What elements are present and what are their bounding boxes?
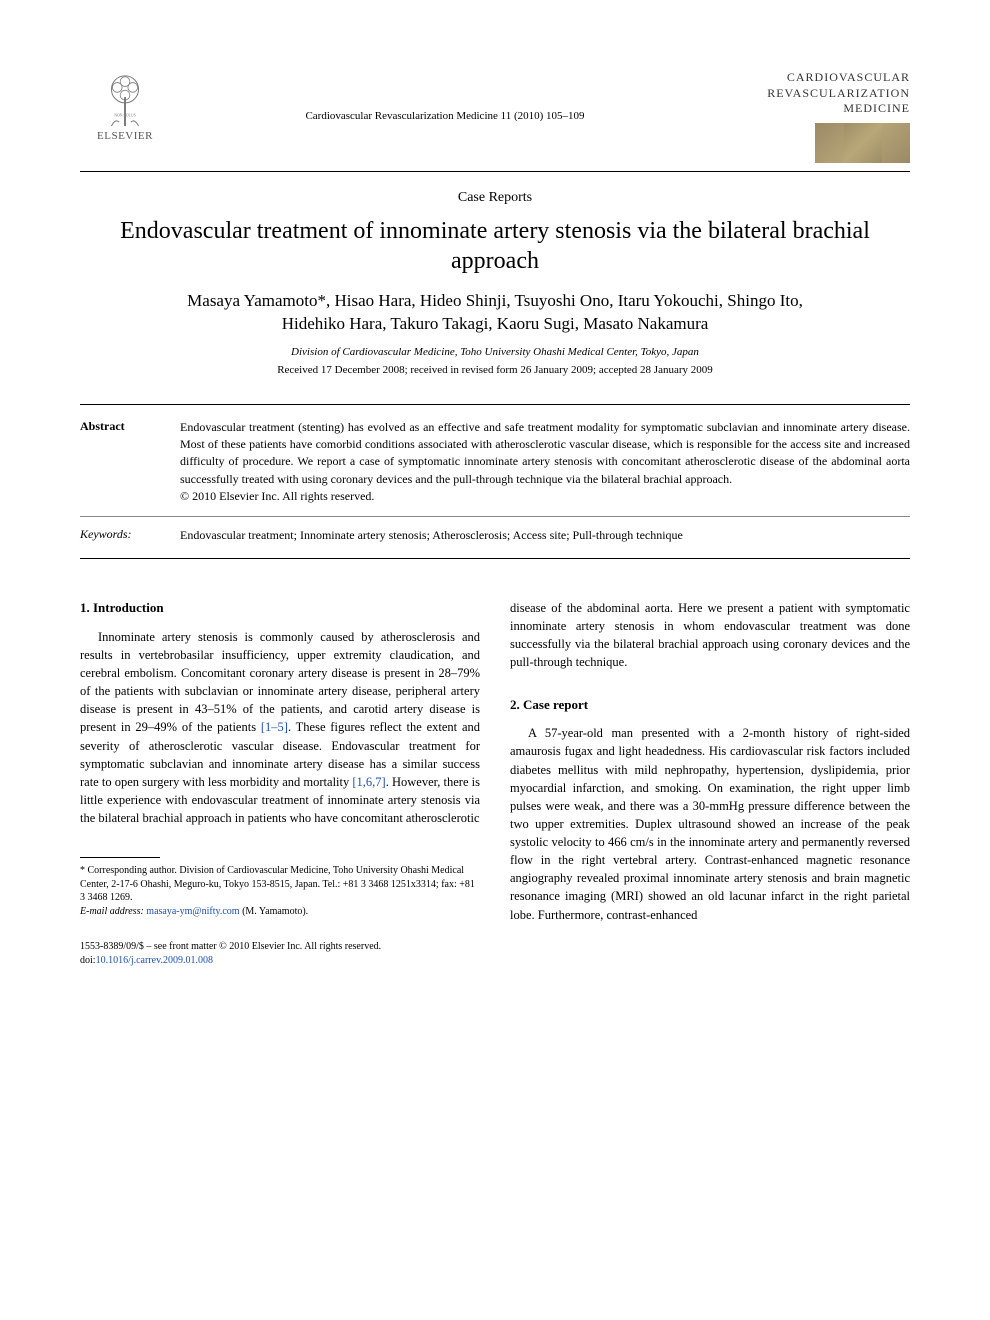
case-report-paragraph: A 57-year-old man presented with a 2-mon… bbox=[510, 724, 910, 923]
email-suffix: (M. Yamamoto). bbox=[240, 906, 309, 917]
body-columns: 1. Introduction Innominate artery stenos… bbox=[80, 599, 910, 967]
introduction-heading: 1. Introduction bbox=[80, 599, 480, 618]
abstract-copyright: © 2010 Elsevier Inc. All rights reserved… bbox=[180, 489, 374, 503]
page-header: NON SOLUS ELSEVIER Cardiovascular Revasc… bbox=[80, 70, 910, 163]
journal-badge-line2: REVASCULARIZATION bbox=[720, 86, 910, 102]
keywords-text: Endovascular treatment; Innominate arter… bbox=[180, 527, 683, 544]
footer-meta: 1553-8389/09/$ – see front matter © 2010… bbox=[80, 940, 480, 967]
journal-badge: CARDIOVASCULAR REVASCULARIZATION MEDICIN… bbox=[720, 70, 910, 163]
left-column: 1. Introduction Innominate artery stenos… bbox=[80, 599, 480, 967]
corresponding-author-footnote: * Corresponding author. Division of Card… bbox=[80, 864, 480, 905]
article-title: Endovascular treatment of innominate art… bbox=[80, 216, 910, 276]
publisher-logo-block: NON SOLUS ELSEVIER bbox=[80, 70, 170, 142]
authors-line-1: Masaya Yamamoto*, Hisao Hara, Hideo Shin… bbox=[187, 291, 803, 310]
citation-link-2[interactable]: [1,6,7] bbox=[352, 775, 385, 789]
keywords-row: Keywords: Endovascular treatment; Innomi… bbox=[80, 527, 910, 544]
elsevier-tree-icon: NON SOLUS bbox=[96, 70, 154, 128]
citation-link-1[interactable]: [1–5] bbox=[261, 720, 288, 734]
journal-citation: Cardiovascular Revascularization Medicin… bbox=[170, 110, 720, 122]
abstract-row: Abstract Endovascular treatment (stentin… bbox=[80, 419, 910, 506]
case-report-heading: 2. Case report bbox=[510, 696, 910, 715]
journal-badge-line1: CARDIOVASCULAR bbox=[720, 70, 910, 86]
doi-prefix: doi: bbox=[80, 955, 96, 966]
authors-line-2: Hidehiko Hara, Takuro Takagi, Kaoru Sugi… bbox=[282, 314, 709, 333]
introduction-paragraph: Innominate artery stenosis is commonly c… bbox=[80, 628, 480, 827]
footnote-separator bbox=[80, 857, 160, 858]
svg-text:NON SOLUS: NON SOLUS bbox=[114, 113, 136, 117]
intro-text-a: Innominate artery stenosis is commonly c… bbox=[80, 630, 480, 735]
footnote-corresponding: * Corresponding author. Division of Card… bbox=[80, 865, 475, 903]
email-footnote: E-mail address: masaya-ym@nifty.com (M. … bbox=[80, 905, 480, 919]
email-label: E-mail address: bbox=[80, 906, 146, 917]
journal-cover-thumbnail-icon bbox=[815, 123, 910, 163]
keywords-label: Keywords: bbox=[80, 527, 180, 544]
right-column: disease of the abdominal aorta. Here we … bbox=[510, 599, 910, 967]
abstract-inner-rule bbox=[80, 516, 910, 517]
issn-line: 1553-8389/09/$ – see front matter © 2010… bbox=[80, 941, 381, 952]
abstract-body: Endovascular treatment (stenting) has ev… bbox=[180, 420, 910, 486]
abstract-label: Abstract bbox=[80, 419, 180, 506]
abstract-block: Abstract Endovascular treatment (stentin… bbox=[80, 404, 910, 559]
abstract-text: Endovascular treatment (stenting) has ev… bbox=[180, 419, 910, 506]
journal-badge-line3: MEDICINE bbox=[720, 101, 910, 117]
email-link[interactable]: masaya-ym@nifty.com bbox=[146, 906, 239, 917]
article-dates: Received 17 December 2008; received in r… bbox=[80, 364, 910, 376]
article-section-label: Case Reports bbox=[80, 190, 910, 206]
doi-link[interactable]: 10.1016/j.carrev.2009.01.008 bbox=[96, 955, 213, 966]
affiliation: Division of Cardiovascular Medicine, Toh… bbox=[80, 346, 910, 358]
header-rule bbox=[80, 171, 910, 172]
author-list: Masaya Yamamoto*, Hisao Hara, Hideo Shin… bbox=[80, 290, 910, 336]
intro-continuation: disease of the abdominal aorta. Here we … bbox=[510, 599, 910, 672]
publisher-logo-label: ELSEVIER bbox=[97, 130, 153, 142]
